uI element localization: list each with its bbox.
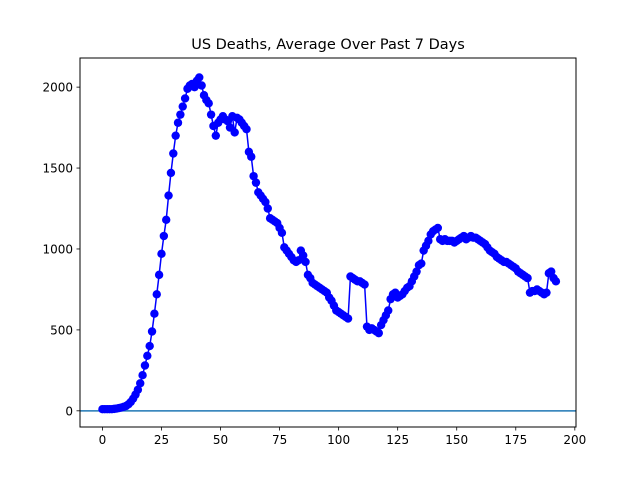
x-axis: 0 25 50 75 100 125 150 175 200 [99,427,586,447]
data-point [412,267,421,276]
data-point [195,73,204,82]
data-point [204,99,213,108]
data-point [343,314,353,323]
x-tick-label: 200 [563,433,586,447]
x-tick-label: 25 [154,433,169,447]
data-point [206,110,216,119]
data-point [360,280,369,289]
data-point [159,231,169,241]
y-tick-label: 1500 [42,162,73,176]
data-point [299,251,308,260]
data-point [178,102,187,111]
data-point [197,81,206,90]
data-point [211,131,221,140]
data-point [145,341,154,351]
data-point [166,168,176,178]
x-tick-label: 175 [504,433,527,447]
data-point [547,267,556,276]
data-point [154,270,164,280]
data-point [171,131,180,140]
chart-title: US Deaths, Average Over Past 7 Days [191,37,465,53]
data-point [249,171,258,181]
y-tick-label: 1000 [42,242,73,256]
data-point [150,309,159,318]
y-axis: 0 500 1000 1500 2000 [42,81,80,418]
data-point [173,118,183,127]
data-point [551,277,561,286]
data-point [136,379,145,388]
data-point [164,191,173,200]
data-point [176,110,185,119]
axes-background [80,58,576,427]
x-tick-label: 125 [386,433,409,447]
data-point [138,371,147,380]
data-point [301,257,310,267]
y-tick-label: 500 [50,323,73,337]
y-tick-label: 0 [65,404,73,418]
data-point [157,249,166,259]
data-point [263,204,272,213]
y-tick-label: 2000 [42,81,73,95]
data-point [152,290,161,299]
x-tick-label: 50 [213,433,228,447]
data-point [180,94,190,103]
data-point [277,228,287,237]
data-point [140,361,150,370]
x-tick-label: 75 [272,433,287,447]
x-tick-label: 0 [99,433,107,447]
data-point [247,152,256,161]
data-point [542,288,551,297]
data-point [143,351,152,360]
data-point [251,178,261,187]
data-point [169,149,178,158]
data-point [417,259,426,268]
data-point [190,82,199,92]
plot-area [79,57,577,428]
data-point [384,306,393,315]
data-point [230,128,239,137]
x-tick-label: 150 [445,433,468,447]
axes-frame [79,57,577,428]
x-tick-label: 100 [327,433,350,447]
data-point [424,236,433,246]
data-point [242,125,251,134]
data-point [374,328,383,338]
data-point [147,327,157,336]
data-point [523,273,532,283]
data-point [162,215,171,225]
data-point [133,385,143,394]
series-layer [98,73,561,414]
data-point [433,223,443,233]
data-point [261,197,270,207]
